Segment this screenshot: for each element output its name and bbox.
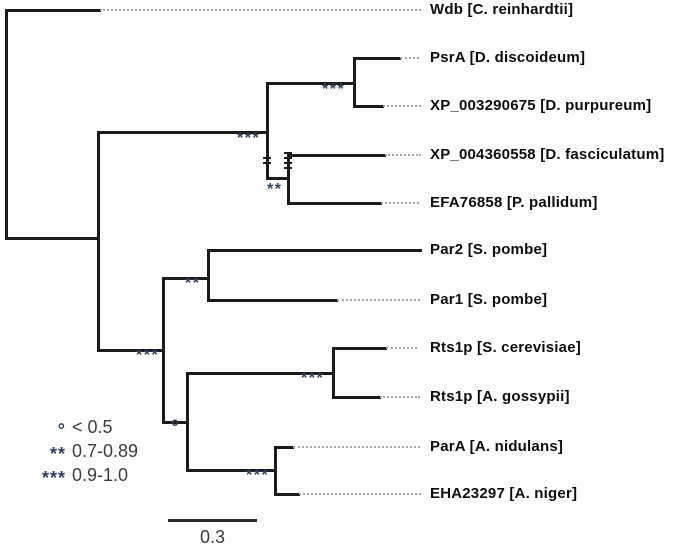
taxon-branch [332, 347, 387, 350]
taxon-branch [274, 493, 300, 496]
tree-branch-vertical-root [5, 9, 8, 239]
taxon-leader-dotted [381, 202, 419, 204]
legend-symbol: *** [41, 468, 66, 488]
taxon-leader-dotted [299, 493, 421, 495]
legend-range: 0.9-1.0 [72, 465, 129, 485]
taxon-label: EHA23297 [A. niger] [430, 485, 578, 502]
legend-row: *** 0.9-1.0 [28, 465, 138, 489]
taxon-leader-dotted [100, 9, 421, 11]
branch-hash-mark [284, 162, 292, 164]
taxon-label: EFA76858 [P. pallidum] [430, 194, 598, 211]
taxon-label: XP_004360558 [D. fasciculatum] [430, 146, 665, 163]
tree-branch-horizontal-root-to-ingroup [5, 237, 99, 240]
tree-branch-horizontal-amoeba-to-dicty-pair [266, 82, 355, 85]
taxon-branch [274, 446, 294, 449]
support-label-rts1p-pair: *** [301, 370, 325, 387]
support-label-amoeba-clade: *** [237, 130, 261, 147]
branch-hash-mark [263, 162, 271, 164]
taxon-branch [207, 249, 422, 252]
taxon-branch [353, 105, 384, 108]
taxon-label: XP_003290675 [D. purpureum] [430, 97, 652, 114]
tree-branch-vertical-amoeba-clade [266, 82, 269, 179]
tree-branch-vertical-ingroup [97, 131, 100, 351]
taxon-leader-dotted [400, 57, 419, 59]
support-label-rts-asp-clade: ° [171, 417, 179, 439]
taxon-branch [332, 396, 381, 399]
legend-row: ** 0.7-0.89 [28, 441, 138, 465]
taxon-leader-dotted [383, 105, 421, 107]
taxon-branch [5, 9, 101, 12]
branch-hash-mark [284, 152, 292, 154]
taxon-leader-dotted [380, 396, 420, 398]
legend-row: ° < 0.5 [28, 417, 138, 441]
support-label-fungi-clade: *** [136, 347, 160, 364]
support-label-aspergillus-pair: *** [246, 467, 270, 484]
tree-branch-horizontal-rts-asp-to-rts1p-pair [186, 372, 334, 375]
taxon-label: Rts1p [S. cerevisiae] [430, 339, 581, 356]
tree-branch-horizontal-amoeba-to-fasc-pair [266, 177, 289, 180]
branch-hash-mark [284, 157, 292, 159]
tree-branch-vertical-pombe-pair [207, 249, 210, 301]
support-label-dictyostelium-pair: *** [322, 81, 346, 98]
branch-hash-mark [263, 157, 271, 159]
taxon-label: Rts1p [A. gossypii] [430, 388, 570, 405]
tree-branch-horizontal-fungi-to-rts-asp [162, 421, 188, 424]
taxon-label: ParA [A. nidulans] [430, 438, 564, 455]
legend-symbol: ** [49, 444, 66, 464]
legend-range: 0.7-0.89 [72, 441, 139, 461]
support-legend: ° < 0.5 ** 0.7-0.89 *** 0.9-1.0 [28, 417, 138, 489]
support-label-fasc-pallidum-pair: ** [267, 181, 283, 198]
branch-hash-mark [284, 167, 292, 169]
support-label-pombe-pair: ** [185, 275, 201, 292]
taxon-branch [353, 57, 401, 60]
scale-bar-label: 0.3 [199, 527, 226, 547]
taxon-label: Par1 [S. pombe] [430, 291, 548, 308]
tree-branch-horizontal-rts-asp-to-aspergillus [186, 469, 276, 472]
scale-bar-line [168, 519, 257, 522]
taxon-leader-dotted [293, 446, 420, 448]
taxon-label: Wdb [C. reinhardtii] [430, 1, 574, 18]
tree-branch-horizontal-fungi-to-pombe-pair [162, 277, 209, 280]
taxon-branch [207, 299, 338, 302]
taxon-branch [287, 154, 386, 157]
legend-symbol: ° [57, 420, 66, 440]
taxon-branch [287, 202, 382, 205]
taxon-label: Par2 [S. pombe] [430, 241, 548, 258]
taxon-label: PsrA [D. discoideum] [430, 49, 586, 66]
tree-branch-horizontal-ingroup-to-fungi [97, 349, 164, 352]
legend-range: < 0.5 [72, 417, 113, 437]
taxon-leader-dotted [386, 347, 417, 349]
taxon-leader-dotted [337, 299, 420, 301]
taxon-leader-dotted [385, 154, 421, 156]
tree-branch-horizontal-ingroup-to-amoeba [97, 131, 268, 134]
